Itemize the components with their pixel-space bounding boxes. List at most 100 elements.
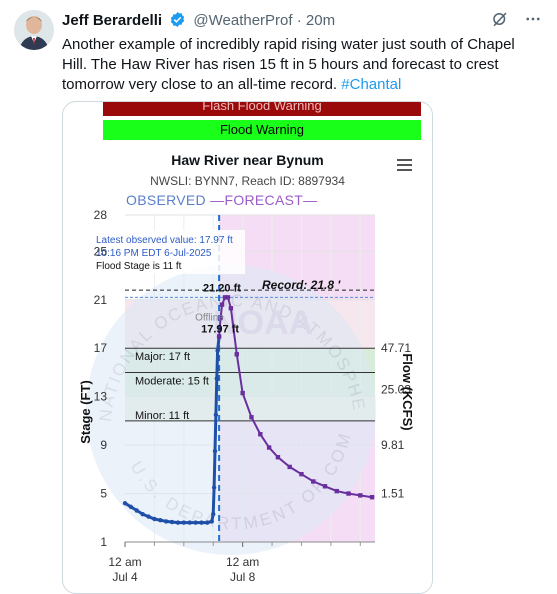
y-tick-label: 13 [94, 390, 108, 404]
right-axis-title: Flow (KCFS) [400, 353, 415, 430]
observed-point [205, 520, 210, 525]
minor-flood-label: Minor: 11 ft [135, 410, 189, 422]
avatar[interactable] [14, 10, 54, 50]
observed-point [187, 520, 192, 525]
forecast-point [219, 302, 225, 307]
tweet-media-hydrograph[interactable]: Flash Flood Warning Flood Warning Haw Ri… [62, 101, 433, 594]
y-tick-label: 28 [94, 208, 108, 222]
more-icon[interactable] [523, 10, 543, 33]
x-tick-label-time: 12 am [108, 555, 141, 569]
observed-point [128, 504, 134, 510]
legend-forecast: FORECAST [224, 192, 304, 208]
hashtag-link[interactable]: #Chantal [341, 76, 402, 93]
chart-menu-icon[interactable] [397, 159, 412, 174]
forecast-point [240, 390, 245, 396]
tweet-text: Another example of incredibly rapid risi… [62, 35, 542, 95]
observed-point [213, 412, 219, 418]
chart-title: Haw River near Bynum [171, 152, 324, 168]
y2-tick-label: 25.03 [381, 382, 411, 396]
x-tick-label-time: 12 am [226, 555, 259, 569]
y-tick-label: 25 [94, 244, 108, 258]
y-tick-label: 9 [100, 438, 107, 452]
observed-point [169, 519, 175, 525]
forecast-point [218, 315, 223, 321]
observed-point [211, 485, 217, 490]
observed-point [152, 516, 157, 522]
y2-tick-label: 1.51 [381, 487, 405, 501]
observed-point [134, 508, 139, 513]
right-axis-ticks: 47.71 25.03 9.81 1.51 [381, 341, 411, 500]
avatar-portrait-icon [14, 10, 54, 50]
tweet-tools [491, 10, 543, 33]
forecast-point [275, 455, 281, 460]
observed-point [122, 501, 128, 506]
tooltip-line-2: 10:16 PM EDT 6-Jul-2025 [96, 248, 212, 259]
forecast-point [225, 295, 231, 300]
observed-point [140, 511, 145, 517]
observed-point [209, 519, 214, 524]
x-tick-label-date: Jul 8 [230, 570, 256, 584]
tweet-timestamp[interactable]: · 20m [296, 12, 336, 29]
tweet-header: Jeff Berardelli @WeatherProf · 20m [62, 11, 335, 34]
forecast-point [266, 445, 272, 450]
observed-series-points [122, 334, 222, 525]
author-name[interactable]: Jeff Berardelli [62, 12, 163, 29]
forecast-point [249, 415, 254, 420]
offline-label: Offline [195, 312, 224, 323]
observed-point [146, 514, 151, 519]
major-flood-label: Major: 17 ft [135, 351, 190, 363]
observed-point [214, 376, 219, 381]
grok-icon[interactable] [491, 10, 509, 33]
author-handle[interactable]: @WeatherProf [193, 12, 293, 29]
forecast-point [346, 491, 351, 496]
tweet-body: Another example of incredibly rapid risi… [62, 36, 515, 93]
forecast-point [258, 432, 263, 437]
observed-point [199, 520, 204, 525]
crest-value-label: 21.20 ft [203, 282, 241, 294]
tooltip-line-1: Latest observed value: 17.97 ft [96, 235, 233, 246]
y-tick-label: 21 [94, 293, 108, 307]
y-tick-label: 17 [94, 341, 108, 355]
chart-legend: OBSERVED —FORECAST— [126, 192, 318, 208]
observed-point [181, 520, 187, 525]
y-tick-label: 1 [100, 535, 107, 549]
flash-flood-warning-banner: Flash Flood Warning [103, 102, 421, 116]
observed-point [175, 520, 181, 525]
forecast-point [322, 484, 328, 489]
forecast-point [299, 471, 304, 477]
x-tick-label-date: Jul 4 [112, 570, 138, 584]
tooltip: Latest observed value: 17.97 ft 10:16 PM… [93, 230, 245, 274]
forecast-point [216, 334, 222, 339]
left-axis-ticks: 28 25 21 17 13 9 5 1 [94, 208, 108, 549]
y-tick-label: 5 [100, 487, 107, 501]
flood-category-lines [125, 347, 375, 422]
forecast-point [287, 464, 292, 470]
forecast-point [228, 306, 234, 311]
observed-point [158, 518, 163, 523]
forecast-point [334, 488, 339, 494]
tooltip-line-3: Flood Stage is 11 ft [96, 261, 182, 272]
forecast-point [358, 493, 363, 498]
moderate-flood-label: Moderate: 15 ft [135, 375, 209, 387]
left-axis-title: Stage (FT) [78, 380, 93, 444]
chart-subtitle: NWSLI: BYNN7, Reach ID: 8897934 [150, 174, 345, 188]
forecast-point [369, 494, 375, 500]
observed-point [215, 348, 220, 353]
flood-warning-banner: Flood Warning [103, 120, 421, 140]
legend-observed: OBSERVED [126, 192, 206, 208]
forecast-point [311, 479, 316, 484]
forecast-series-points [216, 295, 375, 500]
observed-value-label: 17.97 ft [201, 323, 239, 335]
observed-point [193, 520, 198, 525]
y2-tick-label: 9.81 [381, 438, 405, 452]
observed-point [212, 448, 218, 454]
forecast-point [222, 295, 228, 300]
hydrograph-chart: NATIONAL OCEANIC AND ATMOSPHERIC ADMINIS… [63, 102, 415, 584]
observed-point [163, 519, 169, 524]
observed-point [211, 511, 216, 517]
record-label: Record: 21.8 ' [262, 278, 341, 292]
verified-badge-icon [169, 11, 186, 34]
y2-tick-label: 47.71 [381, 341, 411, 355]
forecast-point [234, 352, 239, 357]
